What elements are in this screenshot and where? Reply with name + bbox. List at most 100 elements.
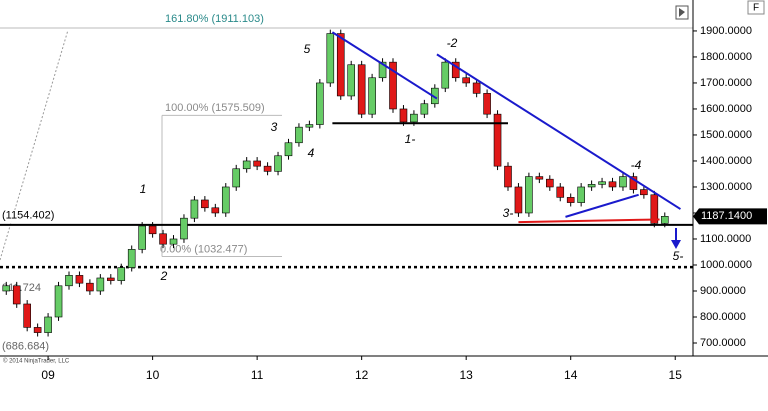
candle-body xyxy=(514,186,523,214)
candle-body xyxy=(347,64,356,97)
candle-body xyxy=(33,327,42,333)
last-price-box xyxy=(693,208,767,225)
candle-body xyxy=(2,285,11,292)
y-tick-label: 1400.0000 xyxy=(700,155,752,167)
x-tick-label: 13 xyxy=(460,368,474,382)
x-tick-label: 10 xyxy=(146,368,160,382)
trendline xyxy=(436,53,681,210)
candle-body xyxy=(566,197,575,203)
candle-body xyxy=(232,168,241,188)
corner-button[interactable] xyxy=(747,0,765,15)
candle-body xyxy=(399,108,408,123)
trendline xyxy=(331,31,438,100)
x-tick-label: 11 xyxy=(251,368,264,382)
y-tick-label: 900.0000 xyxy=(700,285,746,297)
candle-body xyxy=(221,186,230,214)
wave-label: -4 xyxy=(631,158,642,172)
candle-body xyxy=(86,282,94,292)
y-tick-label: 1300.0000 xyxy=(700,181,752,193)
candle-body xyxy=(127,249,136,268)
y-tick-label: 800.0000 xyxy=(700,311,746,323)
level-label: (1154.402) xyxy=(2,210,54,222)
candle-body xyxy=(629,176,638,190)
candle-body xyxy=(546,178,554,188)
candle-body xyxy=(263,165,272,172)
candle-body xyxy=(180,217,188,240)
wave-label: 1- xyxy=(405,132,416,146)
y-tick-label: 1500.0000 xyxy=(700,129,752,141)
scroll-icon[interactable] xyxy=(675,5,689,20)
candle-body xyxy=(96,277,105,292)
candle-body xyxy=(368,77,376,115)
level-label: (686.684) xyxy=(2,340,49,352)
level-label: 911.724 xyxy=(2,282,41,294)
x-tick-label: 15 xyxy=(669,368,683,382)
candle-body xyxy=(75,275,84,284)
candle-body xyxy=(389,61,397,110)
candle-body xyxy=(326,33,335,84)
candle-body xyxy=(451,61,460,79)
x-tick-label: 09 xyxy=(41,368,55,382)
candle-body xyxy=(23,303,31,328)
plot-area: 161.80% (1911.103) 100.00% (1575.509) 0.00… xyxy=(0,13,693,353)
candle-body xyxy=(587,184,596,188)
candle-body xyxy=(12,285,21,305)
y-tick-label: 1800.0000 xyxy=(700,51,752,63)
y-tick-label: 1000.0000 xyxy=(700,259,752,271)
candle-body xyxy=(441,61,450,89)
candle-body xyxy=(44,316,52,333)
candle-body xyxy=(211,207,220,214)
wave-label: 1 xyxy=(140,182,147,196)
candle-body xyxy=(577,186,585,203)
y-tick-label: 1100.0000 xyxy=(700,233,751,245)
wave-label: 3 xyxy=(271,120,278,134)
candle-body xyxy=(190,199,199,219)
candle-body xyxy=(504,165,512,188)
candle-body xyxy=(305,124,314,128)
candle-body xyxy=(284,142,293,157)
candle-body xyxy=(608,181,617,188)
arrow-head xyxy=(671,240,681,249)
candle-body xyxy=(493,113,502,167)
wave-label: 3- xyxy=(503,206,514,220)
wave-label: 2 xyxy=(160,269,168,283)
wave-label: 5 xyxy=(304,42,311,56)
copyright: © 2014 NinjaTrader, LLC xyxy=(3,358,70,365)
candle-body xyxy=(619,176,627,188)
y-tick-label: 1700.0000 xyxy=(700,77,752,89)
level-label-bg xyxy=(0,209,56,222)
trendline xyxy=(565,193,639,218)
candle-body xyxy=(138,225,146,250)
corner-label: F xyxy=(753,3,759,14)
candle-body xyxy=(357,64,366,115)
candle-body xyxy=(472,82,481,94)
candle-body xyxy=(316,82,324,125)
candle-body xyxy=(117,267,126,281)
fib-label: 161.80% (1911.103) xyxy=(165,13,264,25)
candle-body xyxy=(201,199,209,209)
candle-body xyxy=(106,277,115,281)
y-tick-label: 700.0000 xyxy=(700,337,746,349)
candle-body xyxy=(378,61,387,79)
fib-label: 0.00% (1032.477) xyxy=(160,243,247,255)
candle-body xyxy=(598,181,606,185)
candle-body xyxy=(54,285,63,318)
candle-body xyxy=(420,103,429,115)
scroll-icon-arrow xyxy=(679,8,685,17)
y-tick-label: 1600.0000 xyxy=(700,103,752,115)
candle-body xyxy=(295,126,303,144)
x-tick-label: 12 xyxy=(355,368,369,382)
x-tick-label: 14 xyxy=(564,368,578,382)
candle-body xyxy=(483,93,491,115)
trendline xyxy=(518,218,660,224)
wave-label: 5- xyxy=(673,249,684,263)
candle-body xyxy=(556,186,565,198)
candle-body xyxy=(660,216,669,224)
candle-body xyxy=(535,176,544,180)
candle-body xyxy=(159,233,167,245)
candle-body xyxy=(274,155,282,172)
candle-body xyxy=(65,275,73,287)
candle-body xyxy=(336,33,345,97)
wave-label: 4 xyxy=(308,146,315,160)
